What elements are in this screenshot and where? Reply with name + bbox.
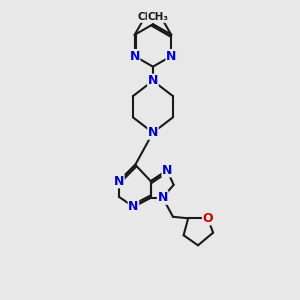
- Text: N: N: [128, 200, 139, 213]
- Text: N: N: [148, 74, 158, 87]
- Text: CH₃: CH₃: [147, 12, 168, 22]
- Text: CH₃: CH₃: [137, 12, 158, 22]
- Text: N: N: [166, 50, 176, 63]
- Text: N: N: [148, 126, 158, 139]
- Text: O: O: [202, 212, 213, 225]
- Text: N: N: [162, 164, 172, 177]
- Text: N: N: [114, 175, 124, 188]
- Text: N: N: [129, 50, 140, 63]
- Text: N: N: [158, 191, 168, 204]
